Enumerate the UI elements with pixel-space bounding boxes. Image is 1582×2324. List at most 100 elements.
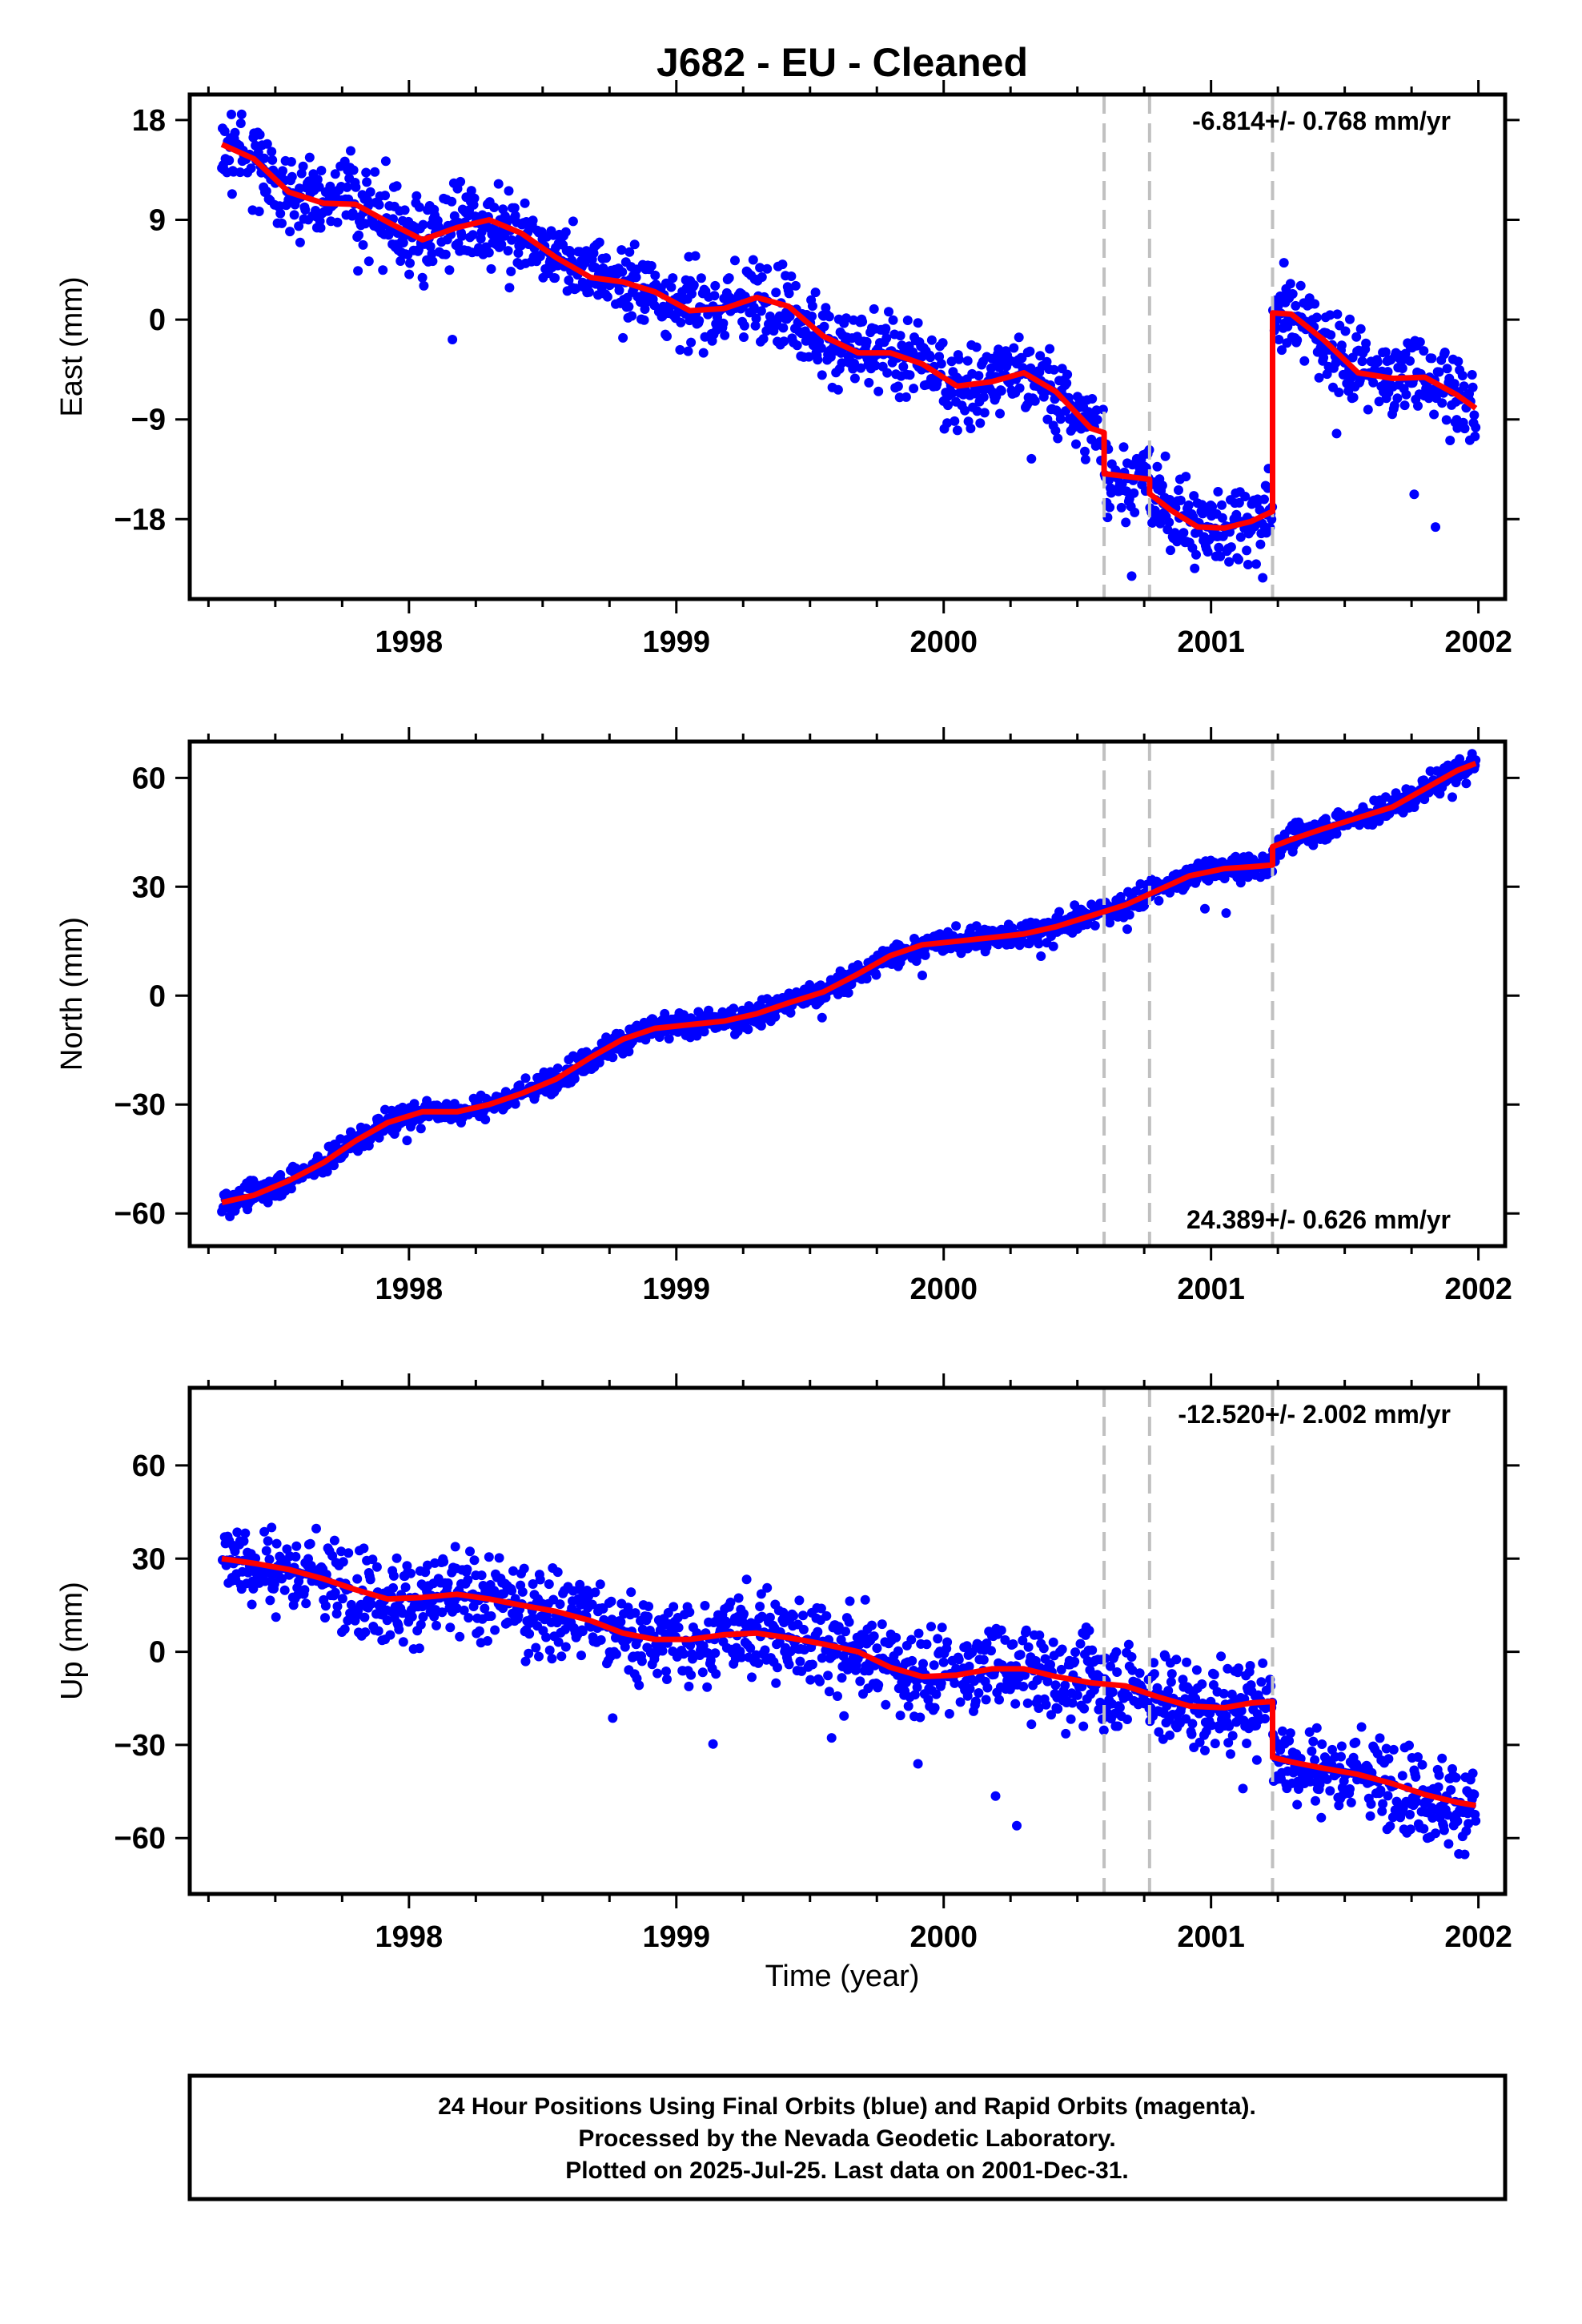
data-point [259, 1526, 270, 1537]
data-point [1191, 549, 1201, 560]
data-point [950, 1678, 960, 1688]
data-point [560, 227, 571, 237]
data-point [982, 942, 992, 952]
data-point [462, 1564, 472, 1574]
data-point [577, 1626, 588, 1637]
data-point [1010, 1699, 1021, 1709]
data-point [439, 1557, 449, 1567]
data-point [1322, 1774, 1332, 1784]
data-point [872, 1643, 882, 1654]
data-point [1223, 1663, 1233, 1674]
data-point [1348, 392, 1359, 403]
data-point [1405, 356, 1415, 366]
data-point [1357, 356, 1367, 367]
data-point [1062, 378, 1072, 388]
data-point [1219, 1688, 1229, 1699]
data-point [352, 1574, 363, 1584]
data-point [698, 348, 709, 358]
data-point [807, 301, 817, 312]
data-point [685, 1640, 696, 1651]
data-point [739, 1609, 749, 1619]
data-point [506, 267, 516, 276]
data-point [1023, 1642, 1034, 1652]
data-point [964, 1661, 974, 1671]
data-point [717, 1007, 728, 1017]
data-point [1452, 1816, 1463, 1827]
data-point [709, 291, 720, 301]
data-point [1197, 500, 1207, 510]
data-point [646, 261, 656, 271]
data-point [544, 1645, 555, 1655]
data-point [773, 1663, 782, 1673]
data-point [869, 1631, 879, 1642]
data-point [931, 1689, 942, 1699]
data-point [1034, 1703, 1044, 1713]
data-point [978, 392, 989, 402]
data-point [305, 1538, 315, 1549]
data-point [1383, 367, 1393, 377]
data-point [1175, 495, 1186, 505]
data-point [857, 316, 868, 327]
data-point [298, 161, 308, 171]
data-point [1287, 289, 1298, 299]
data-point [1221, 908, 1231, 919]
data-point [1154, 895, 1164, 906]
data-point [1468, 1768, 1478, 1779]
y-tick-label: 30 [132, 870, 166, 904]
data-point [614, 285, 624, 296]
data-point [1285, 1728, 1295, 1739]
data-point [279, 1585, 290, 1595]
data-point [1034, 939, 1044, 949]
data-point [804, 352, 814, 362]
data-point [1388, 1744, 1399, 1755]
data-point [705, 1655, 716, 1666]
data-point [330, 169, 340, 179]
data-point [590, 1587, 600, 1598]
y-tick-label: 0 [149, 1636, 166, 1670]
data-point [807, 312, 817, 321]
footer-line-2: Processed by the Nevada Geodetic Laborat… [578, 2125, 1115, 2152]
data-point [1246, 601, 1255, 611]
data-point [690, 251, 701, 261]
data-point [602, 292, 612, 302]
data-point [903, 1701, 913, 1711]
data-point [271, 1538, 282, 1549]
data-point [1078, 1721, 1089, 1731]
data-point [684, 1681, 694, 1691]
data-point [484, 1552, 494, 1562]
data-point [1325, 1786, 1335, 1796]
data-point [881, 324, 891, 334]
data-point [275, 208, 286, 219]
data-point [1042, 356, 1052, 367]
data-point [1197, 1679, 1207, 1689]
x-tick-label: 2001 [1177, 625, 1245, 659]
data-point [650, 270, 661, 280]
data-point [966, 424, 976, 433]
data-point [1186, 1729, 1197, 1739]
data-point [1355, 324, 1366, 334]
data-point [813, 355, 823, 365]
data-point [1105, 918, 1115, 928]
data-point [1413, 400, 1423, 411]
data-point [1431, 1828, 1440, 1839]
data-point [856, 363, 866, 373]
data-point [1080, 454, 1090, 464]
data-point [752, 1622, 762, 1633]
data-point [607, 1614, 617, 1625]
data-point [757, 1611, 767, 1622]
data-point [718, 318, 729, 328]
data-point [685, 1607, 695, 1618]
data-point [1366, 1799, 1376, 1809]
data-point [815, 1676, 825, 1687]
data-point [912, 1683, 922, 1692]
data-point [488, 223, 499, 233]
data-point [907, 1655, 917, 1666]
data-point [329, 1535, 339, 1546]
data-point [490, 1625, 500, 1635]
data-point [771, 287, 781, 298]
data-point [864, 377, 874, 388]
data-point [911, 956, 921, 967]
data-point [569, 1074, 580, 1084]
rate-annotation: -12.520+/- 2.002 mm/yr [1178, 1400, 1451, 1429]
